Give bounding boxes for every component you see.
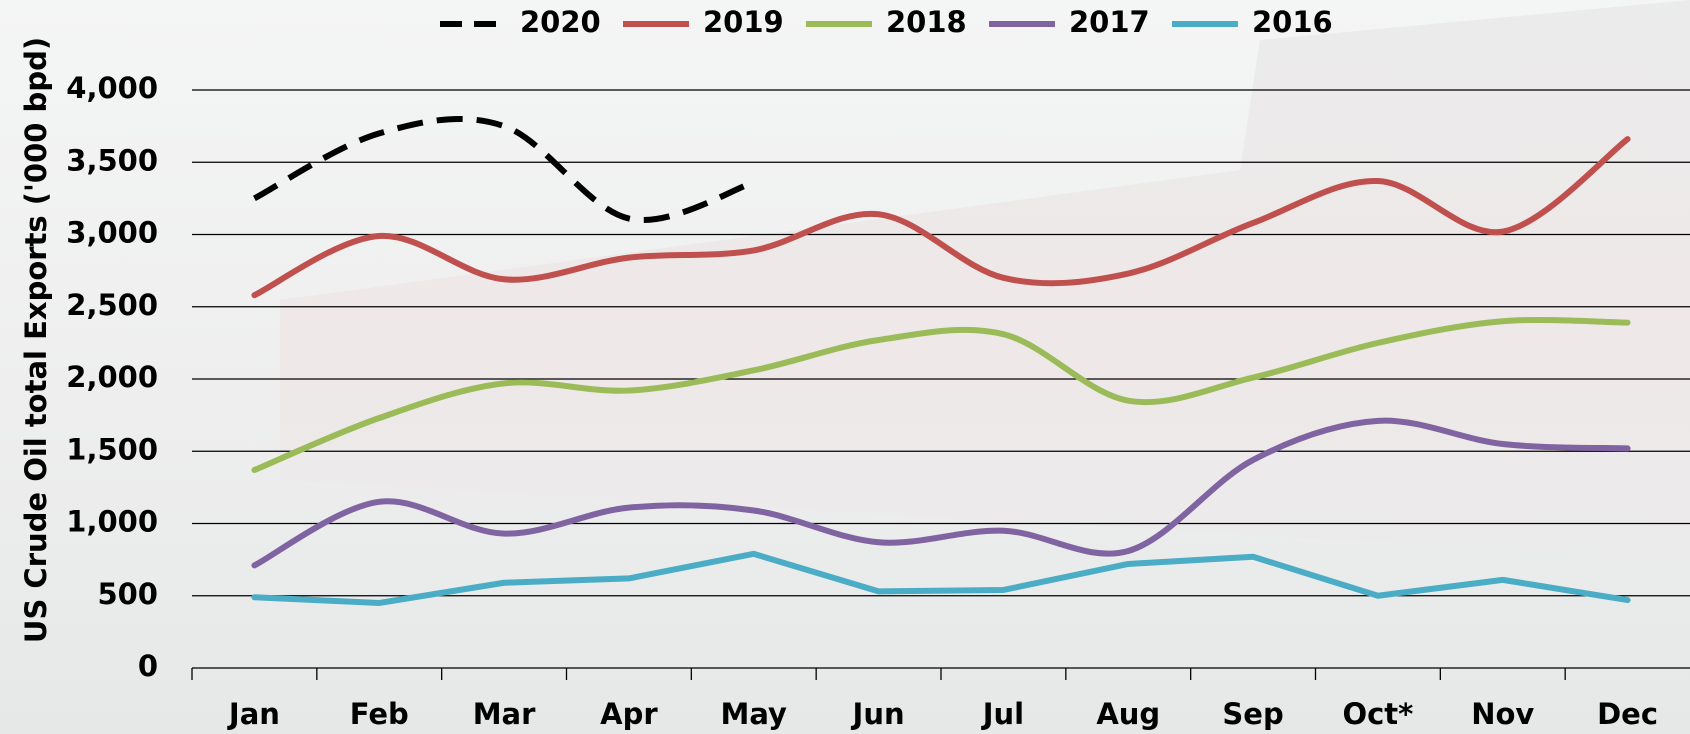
x-tick-label: Nov (1471, 697, 1534, 731)
y-tick-label: 500 (97, 577, 158, 611)
x-tick-label: Jun (851, 697, 905, 731)
legend-label: 2020 (520, 5, 601, 39)
legend-label: 2019 (703, 5, 784, 39)
y-tick-label: 3,500 (66, 143, 158, 177)
x-tick-label: Feb (350, 697, 409, 731)
y-tick-label: 0 (138, 649, 158, 683)
y-tick-label: 2,500 (66, 288, 158, 322)
x-tick-label: Jan (227, 697, 280, 731)
x-tick-label: Jul (981, 697, 1024, 731)
x-tick-label: May (721, 697, 788, 731)
series-line (251, 417, 1631, 569)
series-line (253, 116, 755, 223)
y-tick-label: 1,000 (66, 505, 158, 539)
y-tick-label: 4,000 (66, 71, 158, 105)
ship-silhouette (280, 0, 1690, 560)
y-tick-label: 3,000 (66, 216, 158, 250)
y-tick-label: 1,500 (66, 432, 158, 466)
legend-label: 2016 (1252, 5, 1333, 39)
x-tick-label: Sep (1222, 697, 1283, 731)
x-tick-label: Mar (473, 697, 536, 731)
series-line (251, 136, 1631, 299)
legend-label: 2017 (1069, 5, 1150, 39)
legend-label: 2018 (886, 5, 967, 39)
x-tick-label: Dec (1597, 697, 1658, 731)
series-line (251, 550, 1631, 606)
x-tick-label: Aug (1096, 697, 1160, 731)
y-tick-label: 2,000 (66, 360, 158, 394)
y-axis-label: US Crude Oil total Exports ('000 bpd) (19, 37, 53, 643)
x-tick-label: Apr (600, 697, 658, 731)
series-line (251, 316, 1631, 474)
x-tick-label: Oct* (1342, 697, 1413, 731)
